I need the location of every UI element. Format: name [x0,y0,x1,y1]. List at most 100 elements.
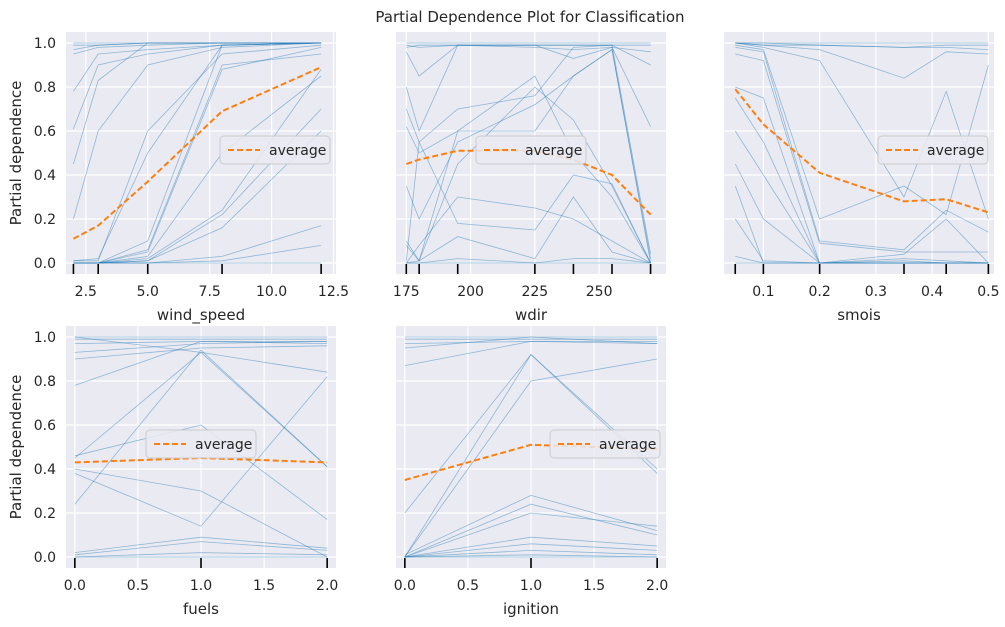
ice-line [735,42,989,50]
ice-line [74,541,328,556]
x-tick-label: 2.0 [316,578,338,594]
x-tick-label: 1.0 [190,578,212,594]
pdp-panel-smois: 0.1 0.2 0.3 0.4 0.5 smois average [724,32,1000,324]
ice-line [406,258,651,264]
legend-label: average [599,437,656,453]
ice-line [404,512,658,558]
y-axis-label: Partial dependence [7,81,25,226]
ice-line [735,53,989,253]
pdp-panel-fuels: 0.0 0.5 1.0 1.5 2.0 0.0 0.2 0.4 0.6 0.8 1.0 Partial… [7,326,338,618]
x-axis-label: fuels [183,600,219,618]
pdp-panel-ignition: 0.0 0.5 1.0 1.5 2.0 ignition average [394,326,668,618]
ice-line [405,75,651,264]
y-tick-label: 0.8 [34,374,56,390]
y-tick-label: 0.6 [34,124,56,140]
y-tick-label: 0.0 [34,550,56,566]
ice-line [73,44,322,262]
ice-line [405,140,651,264]
x-tick-label: 250 [586,284,613,300]
legend: average [219,135,331,165]
ice-line [73,42,322,55]
figure-title: Partial Dependence Plot for Classificati… [375,8,684,26]
ice-line [406,196,651,264]
legend-label: average [195,437,252,453]
ice-line [73,108,322,264]
ice-line [405,44,651,255]
average-line [734,88,989,214]
ice-line [74,351,328,468]
ice-line [73,42,322,46]
ice-line [734,218,989,264]
ice-line [73,42,322,262]
x-axis-label: wdir [515,306,548,324]
y-tick-label: 0.4 [34,462,56,478]
pdp-panel-wdir: 175 200 225 250 wdir average [393,32,666,324]
ice-line [404,554,658,558]
x-tick-label: 2.0 [646,578,668,594]
ice-line [73,42,322,92]
ice-line [73,130,322,264]
y-tick-label: 0.8 [34,80,56,96]
ice-line [734,185,989,264]
ice-line [734,130,989,264]
ice-line [735,47,989,251]
legend: average [877,135,989,165]
legend-box [145,429,257,459]
ice-line [73,225,322,264]
ice-line [404,494,658,556]
ice-line [73,42,322,50]
ice-line [404,336,658,349]
ice-line [73,42,322,220]
legend-label: average [269,143,326,159]
legend: average [145,429,257,459]
x-tick-label: 0.5 [127,578,149,594]
ice-line [74,340,328,386]
x-tick-label: 0.5 [457,578,479,594]
x-tick-label: 0.4 [921,284,943,300]
x-tick-label: 0.3 [865,284,887,300]
x-tick-label: 5.0 [137,284,159,300]
ice-line [734,97,989,264]
average-line [72,66,322,240]
ice-line [73,47,322,264]
x-tick-label: 0.5 [977,284,999,300]
ice-line [73,245,322,264]
ice-line [404,340,658,366]
y-tick-label: 1.0 [34,36,56,52]
ice-line [73,53,322,264]
ice-line [74,552,328,558]
ice-line [406,44,651,48]
ice-line [74,424,328,520]
x-axis-label: ignition [503,600,559,618]
x-tick-label: 0.0 [394,578,416,594]
x-tick-label: 175 [393,284,420,300]
ice-line [73,75,322,264]
ice-line [404,549,658,558]
ice-line [404,340,658,344]
ice-line [735,42,989,48]
ice-line [405,48,651,264]
x-tick-label: 10.0 [256,284,287,300]
x-tick-label: 200 [457,284,484,300]
legend-label: average [525,143,582,159]
x-tick-label: 1.5 [253,578,275,594]
x-axis-label: smois [837,306,881,324]
ice-line [74,536,328,553]
ice-line [735,86,989,264]
x-axis-label: wind_speed [157,306,245,325]
legend: average [475,135,587,165]
y-tick-label: 0.0 [34,256,56,272]
ice-line [404,358,658,558]
ice-line [404,536,658,558]
ice-line [73,42,322,129]
ice-line [405,48,651,259]
x-tick-label: 1.5 [583,578,605,594]
x-tick-label: 7.5 [199,284,221,300]
y-tick-label: 0.2 [34,212,56,228]
ice-line [405,44,651,77]
y-tick-label: 0.6 [34,418,56,434]
ice-line [734,163,989,264]
ice-line [74,376,328,527]
